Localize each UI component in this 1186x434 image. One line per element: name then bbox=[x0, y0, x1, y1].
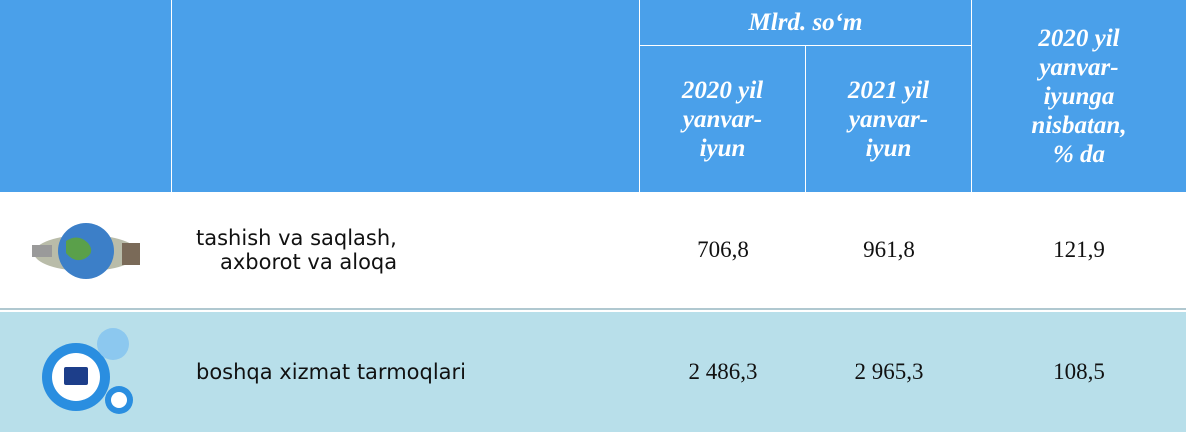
icon-cell bbox=[0, 312, 172, 432]
text-line: 2020 yil bbox=[1038, 24, 1120, 52]
text-line: boshqa xizmat tarmoqlari bbox=[196, 360, 466, 384]
header-unit: Mlrd. so‘m bbox=[640, 0, 972, 46]
value-cell: 706,8 bbox=[640, 192, 806, 310]
text-line: yanvar- bbox=[848, 105, 929, 133]
text-line: nisbatan, bbox=[1031, 111, 1127, 139]
value: 2 486,3 bbox=[688, 359, 758, 384]
header-blank bbox=[172, 0, 640, 192]
text-line: % da bbox=[1052, 140, 1106, 168]
header-2020: 2020 yil yanvar-iyun bbox=[640, 46, 806, 192]
text-line: axborot va aloqa bbox=[220, 250, 398, 274]
icon-cell bbox=[0, 192, 172, 310]
globe-icon bbox=[32, 223, 140, 279]
text-line: yanvar- bbox=[1039, 53, 1119, 81]
header-2021: 2021 yil yanvar-iyun bbox=[806, 46, 972, 192]
value-cell: 121,9 bbox=[972, 192, 1186, 310]
value: 2 965,3 bbox=[854, 359, 924, 384]
text-line: tashish va saqlash, bbox=[196, 226, 397, 250]
value-cell: 2 965,3 bbox=[806, 312, 972, 432]
header-ratio: 2020 yil yanvar-iyunga nisbatan,% da bbox=[972, 0, 1186, 192]
text-line: iyun bbox=[865, 134, 912, 162]
value-cell: 2 486,3 bbox=[640, 312, 806, 432]
value-cell: 961,8 bbox=[806, 192, 972, 310]
text-line: 2021 yil bbox=[847, 76, 930, 104]
text-line: iyun bbox=[699, 134, 746, 162]
text-line: yanvar- bbox=[682, 105, 763, 133]
text-line: iyunga bbox=[1043, 82, 1115, 110]
text-line: 2020 yil bbox=[681, 76, 764, 104]
value-cell: 108,5 bbox=[972, 312, 1186, 432]
value: 961,8 bbox=[863, 237, 915, 262]
text: Mlrd. so‘m bbox=[748, 9, 863, 36]
value: 108,5 bbox=[1053, 359, 1105, 384]
value: 706,8 bbox=[697, 237, 749, 262]
gears-icon bbox=[42, 328, 133, 414]
name-cell: tashish va saqlash, axborot va aloqa bbox=[172, 192, 640, 310]
name-cell: boshqa xizmat tarmoqlari bbox=[172, 312, 640, 432]
value: 121,9 bbox=[1053, 237, 1105, 262]
header-blank bbox=[0, 0, 172, 192]
